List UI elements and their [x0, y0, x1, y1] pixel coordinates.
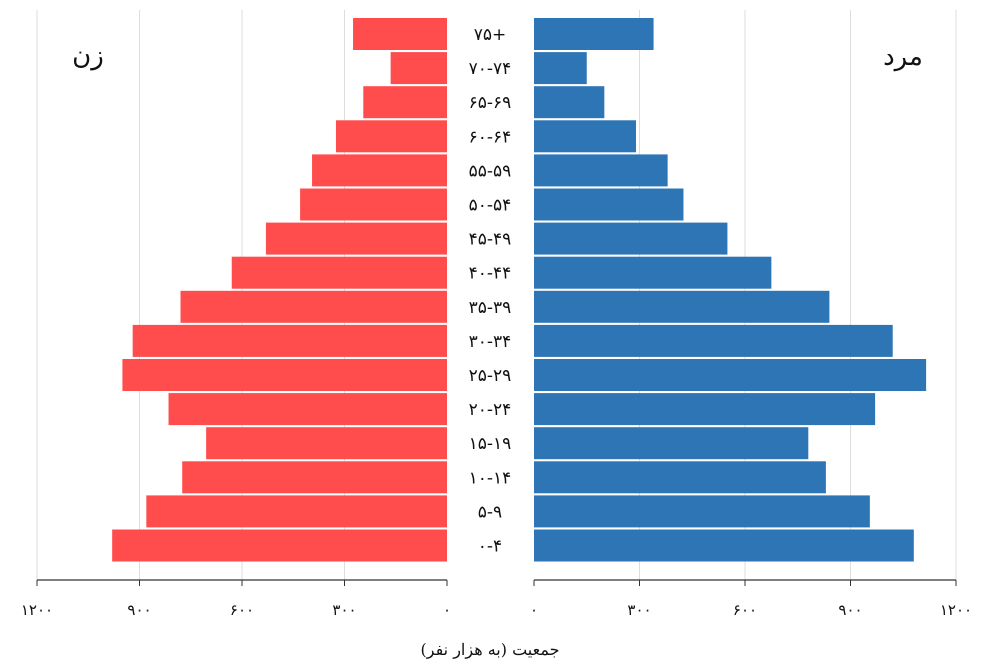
tick-label-right: ۱۲۰۰: [940, 601, 972, 619]
age-group-label: ۲۰-۲۴: [469, 400, 512, 420]
age-group-label: ۱۵-۱۹: [469, 434, 512, 454]
male-bars: [534, 18, 927, 562]
male-bar: [534, 529, 914, 562]
female-bar: [390, 52, 447, 85]
age-group-label: ۳۵-۳۹: [469, 298, 512, 318]
age-group-label: ۲۵-۲۹: [469, 366, 512, 386]
female-bar: [335, 120, 447, 153]
female-bar: [312, 154, 447, 187]
tick-label-right: ۰: [530, 601, 538, 619]
tick-label-left: ۹۰۰: [127, 601, 151, 619]
male-bar: [534, 495, 870, 528]
tick-label-left: ۳۰۰: [332, 601, 356, 619]
age-group-label: ۶۵-۶۹: [469, 93, 512, 113]
female-bar: [300, 188, 447, 221]
age-group-label: ۷۰-۷۴: [469, 59, 512, 79]
age-group-label: ۱۰-۱۴: [469, 468, 512, 488]
female-bar: [182, 461, 448, 494]
male-title: مرد: [883, 42, 923, 72]
age-group-labels: ۷۵+ ۷۰-۷۴ ۶۵-۶۹ ۶۰-۶۴ ۵۵-۵۹ ۵۰-۵۴ ۴۵-۴۹ ۴۰-۴۴ ۳۵…: [469, 25, 512, 557]
age-group-label: ۵۵-۵۹: [469, 161, 512, 181]
male-bar: [534, 256, 772, 289]
tick-label-left: ۱۲۰۰: [21, 601, 53, 619]
female-bar: [122, 359, 448, 391]
tick-label-right: ۶۰۰: [733, 601, 757, 619]
age-group-label: ۵-۹: [478, 502, 502, 522]
male-bar: [534, 359, 927, 391]
age-group-label: ۳۰-۳۴: [469, 332, 512, 352]
x-tick-labels: ۱۲۰۰ ۹۰۰ ۶۰۰ ۳۰۰ ۰ ۰ ۳۰۰ ۶۰۰ ۹۰۰ ۱۲۰۰: [21, 601, 972, 619]
x-axis-title: جمعیت (به هزار نفر): [421, 640, 560, 659]
x-axes: [36, 579, 957, 586]
male-bar: [534, 461, 826, 494]
female-bars: [112, 18, 448, 562]
female-bar: [231, 256, 447, 289]
female-bar: [168, 393, 447, 426]
age-group-label: ۵۰-۵۴: [469, 196, 512, 216]
male-bar: [534, 154, 668, 187]
female-bar: [206, 427, 447, 460]
tick-label-right: ۹۰۰: [838, 601, 862, 619]
male-bar: [534, 18, 654, 50]
male-bar: [534, 52, 587, 85]
male-bar: [534, 324, 893, 357]
male-bar: [534, 188, 684, 221]
male-bar: [534, 427, 809, 460]
tick-label-left: ۰: [443, 601, 451, 619]
tick-label-right: ۳۰۰: [627, 601, 651, 619]
age-group-label: ۴۰-۴۴: [469, 264, 512, 284]
female-bar: [132, 324, 447, 357]
male-bar: [534, 222, 728, 255]
male-bar: [534, 86, 605, 119]
tick-label-left: ۶۰۰: [230, 601, 254, 619]
male-bar: [534, 290, 830, 323]
female-bar: [265, 222, 447, 255]
female-bar: [353, 18, 447, 50]
female-bar: [112, 529, 448, 562]
female-bar: [180, 290, 447, 323]
age-group-label: ۷۵+: [474, 25, 507, 45]
age-group-label: ۶۰-۶۴: [469, 127, 512, 147]
female-bar: [146, 495, 448, 528]
age-group-label: ۴۵-۴۹: [469, 230, 512, 250]
female-bar: [363, 86, 447, 119]
age-group-label: ۰-۴: [478, 537, 502, 557]
male-bar: [534, 120, 636, 153]
female-title: زن: [72, 41, 104, 71]
male-bar: [534, 393, 876, 426]
